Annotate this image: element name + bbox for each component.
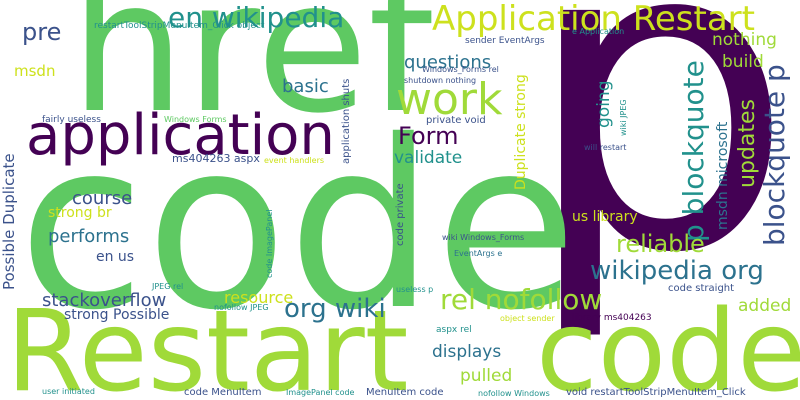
word-nothing: nothing <box>712 30 777 50</box>
word-code-private: code private <box>395 183 406 246</box>
word-user-initiated: user initiated <box>42 387 95 396</box>
word-windows-forms: Windows Forms <box>164 115 227 124</box>
word-nofollow-jpeg: nofollow JPEG <box>214 303 269 312</box>
word-e-application: e Application <box>572 27 625 36</box>
word-p-blockquote: p blockquote <box>677 60 710 242</box>
word-build: build <box>722 52 764 72</box>
word-href: href <box>70 0 433 153</box>
word-imagepanel-code: ImagePanel code <box>286 388 355 397</box>
word-eventargs-e: EventArgs e <box>454 249 503 258</box>
word-wikipedia-org: wikipedia org <box>590 256 764 286</box>
word-code-bottom-right: code <box>536 287 800 400</box>
word-stackoverflow: stackoverflow <box>42 290 167 311</box>
word-us-library: us library <box>572 209 638 225</box>
word-useless-p: useless p <box>396 285 434 294</box>
word-possible-duplicate: Possible Duplicate <box>0 153 18 290</box>
word-questions: questions <box>404 52 492 73</box>
word-wiki-windows-forms: wiki Windows_Forms <box>442 233 525 242</box>
word-aspx-rel: aspx rel <box>436 325 472 335</box>
word-course: course <box>72 188 133 209</box>
word-application-restart: Application Restart <box>432 0 755 39</box>
word-reliable: reliable <box>616 230 705 258</box>
word-msdn-microsoft: msdn microsoft <box>715 121 731 230</box>
word-going: going <box>594 80 614 128</box>
word-restarttoolstripmenuitem-click-object: restartToolStripMenuItem_Click object <box>94 21 265 31</box>
word-code-large: code <box>18 91 578 361</box>
word-code-straight: code straight <box>668 283 735 294</box>
word-void-restarttoolstripmenuitem-click: void restartToolStripMenuItem_Click <box>566 387 746 398</box>
word-wiki-jpeg: wiki JPEG <box>619 99 628 136</box>
word-application: application <box>26 103 335 168</box>
word-ms404263-aspx: ms404263 aspx <box>172 152 260 165</box>
word-nofollow-windows: nofollow Windows <box>478 389 550 398</box>
word-library-ms404263: library ms404263 <box>572 313 652 323</box>
word-restart: Restart <box>6 287 409 400</box>
word-resource: resource <box>224 288 294 307</box>
word-object-sender: object sender <box>500 314 555 323</box>
word-added: added <box>738 296 792 316</box>
word-en-us: en us <box>96 249 135 265</box>
word-sender-eventargs: sender EventArgs <box>465 36 545 46</box>
word-strong-br: strong br <box>48 205 112 221</box>
word-menuitem-code: MenuItem code <box>366 387 444 398</box>
word-windows-forms-rel: Windows_Forms rel <box>422 65 499 74</box>
word-event-handlers: event handlers <box>264 156 325 165</box>
word-pulled: pulled <box>460 366 513 386</box>
word-rel-nofollow: rel nofollow <box>440 283 603 316</box>
word-p: p <box>522 0 795 347</box>
word-code-menuitem: code MenuItem <box>184 387 262 398</box>
word-form: Form <box>398 122 459 150</box>
word-performs: performs <box>48 226 130 247</box>
word-en-wikipedia: en wikipedia <box>168 1 345 34</box>
word-fairly-useless: fairly useless <box>42 115 101 125</box>
word-jpeg-rel: JPEG rel <box>152 282 184 291</box>
word-pre: pre <box>22 18 62 46</box>
word-validate: validate <box>394 148 463 168</box>
word-application-shuts: application shuts <box>341 78 352 164</box>
word-org-wiki: org wiki <box>284 294 386 324</box>
word-updates: updates <box>735 99 760 188</box>
word-blockquote-p: blockquote p <box>758 64 791 246</box>
word-private-void: private void <box>426 115 486 126</box>
word-basic: basic <box>282 76 329 97</box>
word-strong-possible: strong Possible <box>64 307 170 323</box>
word-code-imagepanel: code ImagePanel <box>265 209 274 278</box>
word-displays: displays <box>432 342 502 362</box>
word-will-restart: will restart <box>584 143 627 152</box>
word-msdn: msdn <box>14 62 56 80</box>
word-shutdown-nothing: shutdown nothing <box>404 76 477 85</box>
word-duplicate-strong: Duplicate strong <box>513 74 529 190</box>
word-work: work <box>396 74 503 125</box>
